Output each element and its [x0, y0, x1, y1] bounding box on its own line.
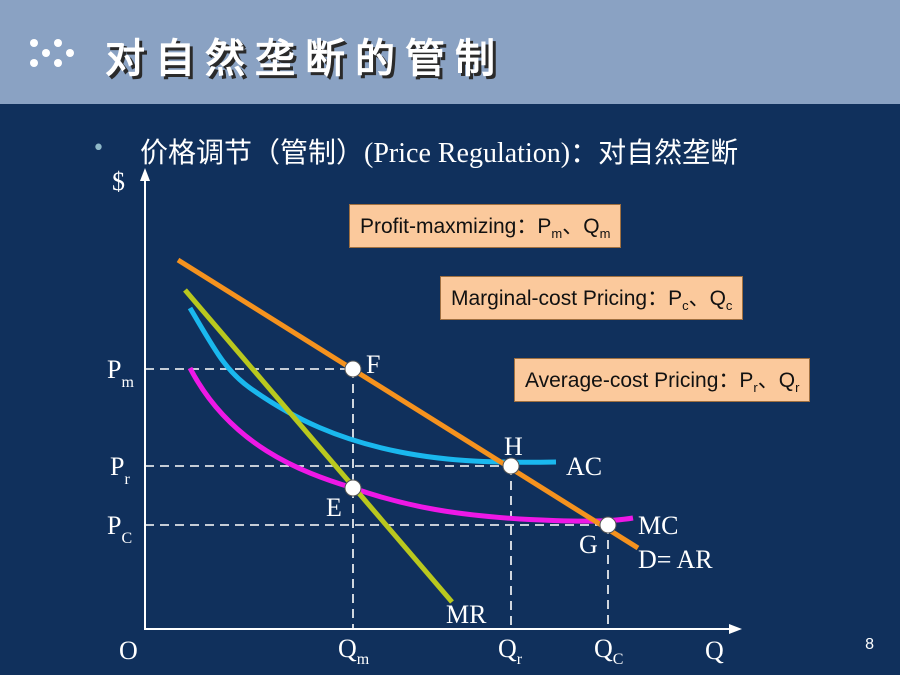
x-axis-label: Q: [705, 636, 724, 665]
average-box-sub-2: r: [795, 380, 800, 396]
bullet-en: (Price Regulation): [364, 138, 571, 169]
mr-curve: [183, 288, 454, 604]
demand-curve: [176, 257, 640, 551]
mr-label: MR: [446, 600, 487, 629]
pr-label: Pr: [110, 452, 130, 488]
average-cost-box: Average-cost Pricing：Pr、Qr: [514, 358, 811, 403]
marginal-box-sep: 、Q: [688, 287, 726, 310]
y-axis-arrow: [140, 168, 150, 181]
average-box-sep: 、Q: [757, 369, 796, 392]
bullet-icon: •: [92, 136, 105, 161]
profit-maximizing-box: Profit-maxmizing：Pm、Qm: [349, 204, 622, 249]
ac-label: AC: [566, 452, 602, 481]
page-number: 8: [865, 636, 874, 653]
title-bar: 对自然垄断的管制: [0, 0, 900, 104]
point-h-label: H: [504, 432, 523, 461]
profit-box-sep: 、Q: [562, 215, 600, 238]
profit-box-sub-2: m: [599, 226, 611, 242]
pm-label: Pm: [107, 355, 134, 391]
x-axis-arrow: [729, 624, 742, 634]
bullet-cn-1: 价格调节（管制）: [140, 136, 365, 169]
dots-icon: [30, 39, 74, 67]
point-g-label: G: [579, 530, 598, 559]
qm-label: Qm: [338, 634, 370, 668]
ac-curve: [187, 306, 557, 465]
bullet-cn-2: ：对自然垄断: [570, 136, 739, 169]
point-f-marker: [344, 360, 362, 378]
average-box-text: Average-cost Pricing：P: [525, 369, 754, 392]
marginal-box-sub-2: c: [725, 298, 733, 314]
origin-label: O: [119, 636, 138, 665]
profit-box-sub-1: m: [551, 226, 563, 242]
point-e-label: E: [326, 493, 342, 522]
marginal-cost-box: Marginal-cost Pricing：Pc、Qc: [440, 276, 744, 321]
marginal-box-sub-1: c: [682, 298, 689, 314]
slide-title: 对自然垄断的管制: [105, 36, 505, 82]
bullet-text: 价格调节（管制）(Price Regulation)：对自然垄断: [140, 131, 738, 171]
pc-label: PC: [107, 511, 132, 547]
point-g-marker: [599, 516, 617, 534]
point-e-marker: [344, 479, 362, 497]
point-f-label: F: [366, 350, 380, 379]
average-box-sub-1: r: [753, 380, 758, 396]
mc-label: MC: [638, 511, 678, 540]
y-axis-label: $: [112, 167, 125, 196]
qr-label: Qr: [498, 634, 523, 668]
demand-label: D= AR: [638, 545, 713, 574]
point-h-marker: [502, 457, 520, 475]
marginal-box-text: Marginal-cost Pricing：P: [451, 287, 683, 310]
profit-box-text: Profit-maxmizing：P: [360, 215, 552, 238]
qc-label: QC: [594, 634, 623, 668]
mc-curve: [187, 366, 634, 524]
